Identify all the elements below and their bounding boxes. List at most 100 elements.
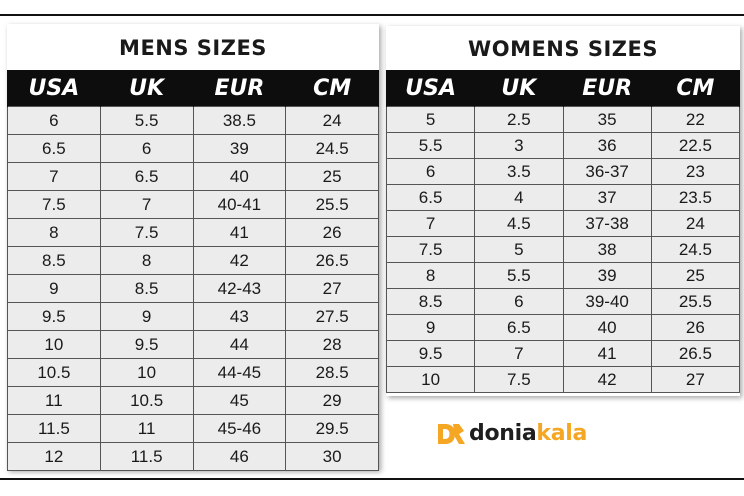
size-cell: 7 — [385, 210, 476, 237]
size-cell: 6 — [385, 158, 476, 185]
size-cell: 42 — [562, 366, 652, 393]
size-cell: 6.5 — [7, 134, 101, 163]
size-cell: 4 — [474, 184, 564, 211]
size-cell: 22.5 — [650, 132, 741, 159]
table-row: 11 10.5 45 29 — [7, 386, 379, 415]
size-cell: 5 — [474, 236, 564, 263]
size-cell: 3 — [474, 132, 564, 159]
size-cell: 38.5 — [192, 106, 287, 135]
size-cell: 7.5 — [385, 236, 476, 263]
size-cell: 11.5 — [7, 414, 101, 443]
size-cell: 7.5 — [99, 218, 194, 247]
size-cell: 30 — [285, 442, 379, 471]
size-cell: 36-37 — [562, 158, 652, 185]
size-cell: 24.5 — [650, 236, 741, 263]
size-cell: 35 — [562, 106, 652, 133]
table-row: 8 5.5 39 25 — [385, 262, 741, 289]
size-cell: 36 — [562, 132, 652, 159]
size-cell: 22 — [650, 106, 741, 133]
size-cell: 27.5 — [285, 302, 379, 331]
size-cell: 5.5 — [474, 262, 564, 289]
header-uk: UK — [99, 70, 194, 107]
size-cell: 8.5 — [385, 288, 476, 315]
size-cell: 12 — [7, 442, 101, 471]
size-cell: 8.5 — [99, 274, 194, 303]
size-cell: 28.5 — [285, 358, 379, 387]
size-cell: 29 — [285, 386, 379, 415]
size-cell: 9 — [385, 314, 476, 341]
size-cell: 6.5 — [385, 184, 476, 211]
womens-sizes-title: WOMENS SIZES — [468, 37, 658, 61]
size-cell: 40 — [562, 314, 652, 341]
size-cell: 26.5 — [285, 246, 379, 275]
size-cell: 39-40 — [562, 288, 652, 315]
size-cell: 27 — [650, 366, 741, 393]
header-eur: EUR — [562, 70, 652, 107]
womens-size-table: USA UK EUR CM 5 2.5 35 22 5.5 3 36 22.5 6 3.5 36-3… — [385, 70, 741, 393]
size-cell: 24 — [650, 210, 741, 237]
size-cell: 23 — [650, 158, 741, 185]
size-cell: 7.5 — [7, 190, 101, 219]
header-usa: USA — [7, 70, 101, 107]
womens-table-body: 5 2.5 35 22 5.5 3 36 22.5 6 3.5 36-37 23 6.5 4 37 23.5 7… — [385, 106, 741, 393]
size-cell: 5 — [385, 106, 476, 133]
size-cell: 39 — [192, 134, 287, 163]
size-cell: 3.5 — [474, 158, 564, 185]
size-cell: 8 — [7, 218, 101, 247]
size-cell: 25 — [650, 262, 741, 289]
size-cell: 24 — [285, 106, 379, 135]
table-row: 10.5 10 44-45 28.5 — [7, 358, 379, 387]
size-cell: 39 — [562, 262, 652, 289]
table-row: 7 6.5 40 25 — [7, 162, 379, 191]
table-row: 6 3.5 36-37 23 — [385, 158, 741, 185]
size-cell: 37 — [562, 184, 652, 211]
size-cell: 10 — [7, 330, 101, 359]
mens-sizes-panel: MENS SIZES USA UK EUR CM 6 5.5 38.5 24 6.5 6 3… — [7, 24, 379, 471]
size-cell: 7 — [99, 190, 194, 219]
size-cell: 40-41 — [192, 190, 287, 219]
size-cell: 7.5 — [474, 366, 564, 393]
size-cell: 10.5 — [7, 358, 101, 387]
size-cell: 4.5 — [474, 210, 564, 237]
size-cell: 46 — [192, 442, 287, 471]
size-cell: 7 — [7, 162, 101, 191]
table-row: 10 7.5 42 27 — [385, 366, 741, 393]
logo-text-part2: kala — [536, 421, 588, 446]
doniakala-logo: doniakala — [436, 420, 587, 448]
table-row: 7.5 7 40-41 25.5 — [7, 190, 379, 219]
size-cell: 10 — [385, 366, 476, 393]
size-cell: 44-45 — [192, 358, 287, 387]
size-cell: 9.5 — [99, 330, 194, 359]
size-cell: 2.5 — [474, 106, 564, 133]
mens-size-table: USA UK EUR CM 6 5.5 38.5 24 6.5 6 39 24.5 7 6.5 40… — [7, 70, 379, 471]
table-row: 7.5 5 38 24.5 — [385, 236, 741, 263]
table-row: 12 11.5 46 30 — [7, 442, 379, 471]
table-row: 6 5.5 38.5 24 — [7, 106, 379, 135]
size-cell: 5.5 — [99, 106, 194, 135]
size-cell: 11 — [99, 414, 194, 443]
table-row: 5.5 3 36 22.5 — [385, 132, 741, 159]
size-cell: 6.5 — [99, 162, 194, 191]
size-cell: 38 — [562, 236, 652, 263]
size-cell: 10 — [99, 358, 194, 387]
size-cell: 26 — [285, 218, 379, 247]
table-row: 9 8.5 42-43 27 — [7, 274, 379, 303]
size-cell: 41 — [562, 340, 652, 367]
size-cell: 25 — [285, 162, 379, 191]
size-cell: 42 — [192, 246, 287, 275]
size-cell: 9.5 — [7, 302, 101, 331]
size-cell: 6 — [7, 106, 101, 135]
mens-sizes-title: MENS SIZES — [119, 36, 267, 60]
table-row: 10 9.5 44 28 — [7, 330, 379, 359]
size-cell: 25.5 — [285, 190, 379, 219]
header-uk: UK — [474, 70, 564, 107]
table-row: 6.5 6 39 24.5 — [7, 134, 379, 163]
size-cell: 27 — [285, 274, 379, 303]
table-row: 8.5 8 42 26.5 — [7, 246, 379, 275]
size-cell: 6 — [474, 288, 564, 315]
frame-top-line — [0, 14, 744, 16]
table-row: 6.5 4 37 23.5 — [385, 184, 741, 211]
size-cell: 42-43 — [192, 274, 287, 303]
size-cell: 23.5 — [650, 184, 741, 211]
table-row: 5 2.5 35 22 — [385, 106, 741, 133]
